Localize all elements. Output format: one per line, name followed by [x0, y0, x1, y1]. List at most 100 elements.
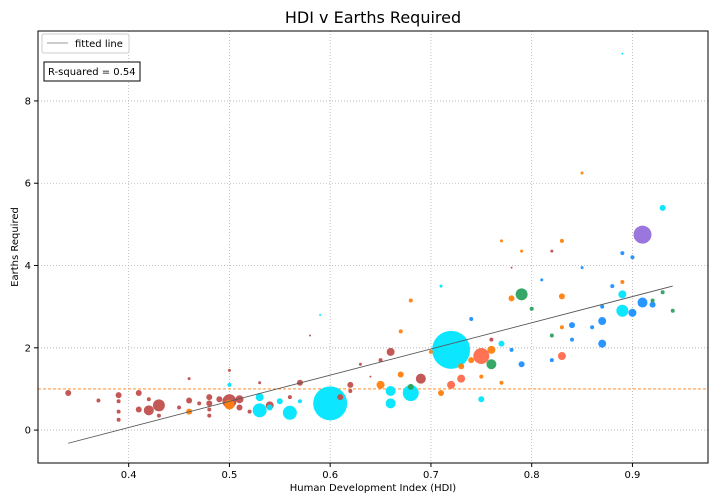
data-point — [227, 368, 231, 372]
data-point — [458, 363, 465, 370]
data-point — [439, 284, 443, 288]
y-tick-label: 4 — [25, 261, 31, 272]
legend-box — [41, 33, 130, 54]
data-point — [337, 394, 344, 401]
legend: fitted line — [41, 33, 130, 54]
data-point — [227, 382, 232, 387]
data-point — [616, 304, 629, 317]
data-point — [590, 325, 595, 330]
data-point — [177, 405, 182, 410]
r-squared-annotation: R-squared = 0.54 — [43, 61, 141, 82]
r-squared-text: R-squared = 0.54 — [48, 67, 136, 78]
data-point — [509, 347, 514, 352]
data-point — [258, 381, 262, 385]
data-point — [313, 386, 348, 421]
data-point — [247, 409, 252, 414]
data-point — [428, 349, 433, 354]
data-point — [206, 394, 213, 401]
data-point — [620, 279, 625, 284]
plot-frame — [37, 30, 709, 464]
data-point — [598, 339, 607, 348]
data-point — [520, 249, 524, 253]
data-point — [659, 204, 666, 211]
x-tick-label: 0.7 — [423, 470, 439, 481]
data-point — [398, 329, 403, 334]
data-point — [432, 330, 471, 369]
data-point — [197, 401, 202, 406]
data-point — [569, 337, 574, 342]
data-point — [276, 398, 283, 405]
y-tick-label: 6 — [25, 179, 31, 190]
y-axis-label: Earths Required — [10, 207, 21, 287]
data-point — [568, 322, 575, 329]
data-point — [369, 375, 372, 378]
data-point — [499, 380, 504, 385]
data-point — [549, 358, 554, 363]
data-point — [207, 407, 212, 412]
data-point — [457, 374, 466, 383]
data-point — [146, 397, 151, 402]
data-point — [266, 404, 273, 411]
data-point — [637, 297, 648, 308]
data-point — [347, 381, 354, 388]
data-point — [508, 295, 515, 302]
y-tick-label: 8 — [25, 96, 31, 107]
data-point — [282, 405, 297, 420]
data-point — [297, 399, 302, 404]
x-tick-label: 0.6 — [322, 470, 338, 481]
x-tick-label: 0.9 — [624, 470, 640, 481]
y-axis-ticks: 0 2 4 6 8 — [25, 96, 38, 437]
data-point — [487, 345, 496, 354]
data-point — [407, 383, 414, 390]
x-tick-label: 0.5 — [221, 470, 237, 481]
data-point — [557, 352, 566, 361]
data-point — [473, 348, 490, 365]
data-point — [558, 293, 565, 300]
data-point — [670, 308, 675, 313]
x-tick-label: 0.4 — [121, 470, 137, 481]
data-point — [236, 404, 243, 411]
data-point — [252, 403, 267, 418]
data-point — [143, 405, 154, 416]
data-point — [540, 278, 544, 282]
data-point — [96, 398, 101, 403]
annotation-box — [43, 61, 141, 82]
data-point — [580, 266, 584, 270]
data-point — [116, 399, 121, 404]
data-point — [559, 238, 564, 243]
data-point — [386, 347, 395, 356]
data-point — [156, 413, 161, 418]
data-point — [397, 371, 404, 378]
grid — [38, 31, 708, 463]
data-point — [549, 333, 554, 338]
data-point — [235, 395, 244, 404]
x-tick-label: 0.8 — [524, 470, 540, 481]
data-point — [660, 290, 665, 295]
data-point — [559, 325, 564, 330]
data-point — [649, 301, 656, 308]
data-point — [610, 284, 615, 289]
fitted-line — [68, 285, 673, 444]
x-axis-ticks: 0.4 0.5 0.6 0.7 0.8 0.9 — [121, 463, 640, 481]
data-point — [216, 396, 223, 403]
data-point — [186, 397, 193, 404]
data-point — [116, 409, 121, 414]
data-point — [385, 398, 396, 409]
data-point — [621, 52, 624, 55]
data-point — [152, 399, 165, 412]
data-point — [518, 361, 525, 368]
data-point — [468, 357, 475, 364]
data-point — [415, 373, 426, 384]
data-point — [255, 393, 264, 402]
data-points — [65, 52, 675, 422]
data-point — [447, 380, 456, 389]
data-point — [378, 358, 383, 363]
data-point — [580, 171, 584, 175]
data-point — [515, 288, 528, 301]
data-point — [486, 359, 497, 370]
data-point — [319, 313, 322, 316]
data-point — [469, 317, 474, 321]
data-point — [408, 298, 413, 303]
data-point — [630, 255, 635, 260]
